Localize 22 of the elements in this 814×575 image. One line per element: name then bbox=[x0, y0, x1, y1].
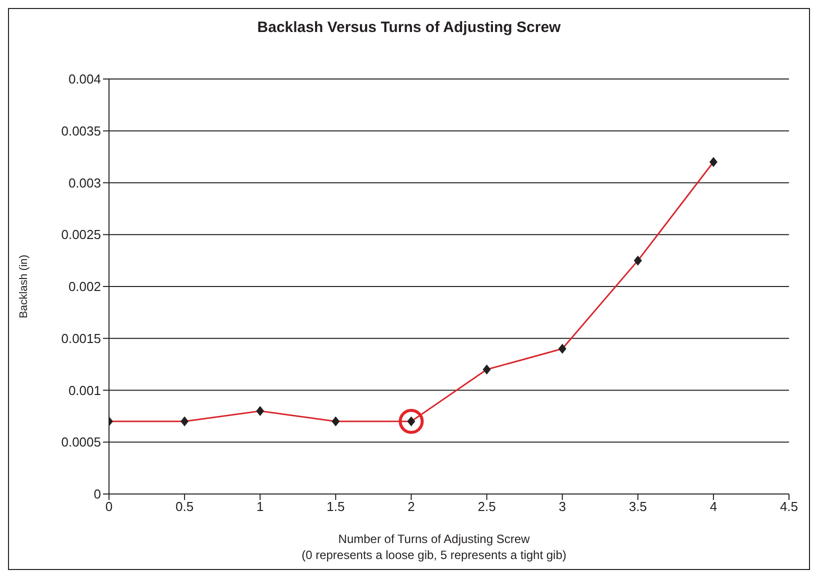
x-tick-label: 2 bbox=[408, 499, 415, 514]
x-tick-label: 4.5 bbox=[780, 499, 798, 514]
y-tick-label: 0.0025 bbox=[61, 227, 101, 242]
y-tick-label: 0.0015 bbox=[61, 330, 101, 346]
x-tick-label: 1.5 bbox=[326, 499, 345, 514]
x-tick-label: 0 bbox=[105, 499, 113, 514]
y-tick-label: 0.0005 bbox=[61, 434, 101, 450]
y-tick-label: 0 bbox=[94, 486, 101, 502]
y-tick-label: 0.003 bbox=[68, 175, 101, 190]
x-tick-label: 3.5 bbox=[628, 499, 647, 514]
x-tick-label: 4 bbox=[710, 499, 718, 514]
x-tick-label: 1 bbox=[256, 499, 264, 514]
y-tick-label: 0.001 bbox=[68, 382, 101, 398]
y-tick-label: 0.004 bbox=[68, 72, 101, 87]
x-tick-label: 0.5 bbox=[176, 499, 194, 514]
x-tick-label: 2.5 bbox=[478, 499, 496, 514]
y-axis-title: Backlash (in) bbox=[18, 254, 30, 318]
x-tick-label: 3 bbox=[558, 499, 566, 514]
x-axis-title: Number of Turns of Adjusting Screw (0 represents a loose gib, 5 represents a tight gib) bbox=[300, 531, 568, 563]
y-tick-label: 0.002 bbox=[68, 279, 101, 294]
y-tick-label: 0.0035 bbox=[61, 123, 101, 138]
chart-title: Backlash Versus Turns of Adjusting Screw bbox=[256, 19, 562, 36]
